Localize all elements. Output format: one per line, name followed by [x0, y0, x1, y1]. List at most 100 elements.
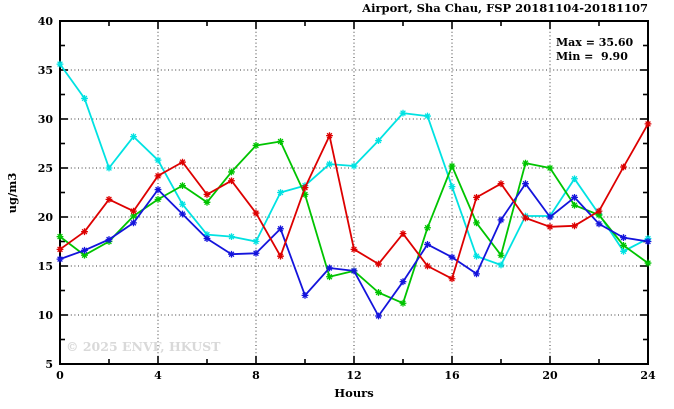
- data-point-marker: [375, 137, 382, 144]
- min-value-label: Min = 9.90: [556, 50, 628, 63]
- data-point-marker: [81, 251, 88, 259]
- y-axis-label: ug/m3: [5, 173, 19, 214]
- red-series: [56, 120, 652, 283]
- data-point-marker: [595, 220, 603, 228]
- data-point-marker: [179, 200, 186, 208]
- data-point-marker: [277, 225, 284, 233]
- data-point-marker: [130, 207, 137, 215]
- data-point-marker: [56, 233, 64, 240]
- series-layer: [56, 60, 652, 320]
- data-point-marker: [228, 177, 235, 185]
- data-point-marker: [252, 249, 260, 257]
- data-point-marker: [81, 95, 88, 102]
- data-point-marker: [375, 289, 382, 296]
- data-point-marker: [473, 219, 480, 227]
- data-point-marker: [154, 195, 162, 203]
- data-point-marker: [277, 252, 284, 260]
- data-point-marker: [546, 164, 554, 172]
- data-point-marker: [448, 183, 456, 191]
- data-point-marker: [497, 261, 505, 269]
- data-point-marker: [644, 120, 652, 128]
- blue-series: [56, 180, 652, 320]
- data-point-marker: [595, 207, 603, 215]
- data-point-marker: [350, 245, 358, 253]
- x-tick-label: 12: [346, 369, 361, 382]
- data-point-marker: [644, 259, 652, 267]
- data-point-marker: [56, 255, 64, 263]
- data-point-marker: [105, 236, 113, 243]
- data-point-marker: [56, 60, 64, 68]
- data-point-marker: [399, 299, 407, 307]
- y-tick-label: 10: [38, 309, 54, 322]
- data-point-marker: [424, 262, 431, 270]
- data-point-marker: [203, 231, 211, 239]
- data-point-marker: [620, 242, 627, 249]
- chart-title: Airport, Sha Chau, FSP 20181104-20181107: [361, 1, 648, 15]
- data-point-marker: [571, 201, 578, 209]
- data-point-marker: [522, 180, 529, 188]
- data-point-marker: [424, 112, 431, 120]
- data-point-marker: [154, 186, 162, 193]
- data-point-marker: [375, 312, 382, 320]
- data-point-marker: [203, 235, 211, 242]
- x-tick-label: 16: [444, 369, 460, 382]
- data-point-marker: [448, 162, 456, 170]
- y-tick-label: 40: [38, 15, 54, 28]
- data-point-marker: [399, 109, 407, 117]
- data-point-marker: [228, 250, 235, 258]
- data-point-marker: [130, 212, 137, 220]
- data-point-marker: [424, 241, 431, 248]
- data-point-marker: [350, 162, 358, 170]
- data-point-marker: [252, 209, 260, 217]
- data-point-marker: [620, 163, 627, 171]
- data-point-marker: [644, 238, 652, 245]
- x-tick-label: 20: [542, 369, 558, 382]
- data-point-marker: [105, 164, 113, 172]
- data-point-marker: [277, 138, 284, 145]
- data-point-marker: [399, 278, 407, 286]
- data-point-marker: [301, 292, 309, 299]
- data-point-marker: [301, 184, 309, 191]
- data-point-marker: [326, 264, 333, 272]
- data-point-marker: [56, 245, 64, 253]
- data-point-marker: [179, 182, 186, 190]
- data-point-marker: [154, 156, 162, 164]
- data-point-marker: [252, 142, 260, 149]
- x-axis-label: Hours: [334, 386, 373, 400]
- watermark: © 2025 ENVF, HKUST: [66, 339, 221, 354]
- data-point-marker: [522, 159, 529, 167]
- data-point-marker: [448, 253, 456, 261]
- data-point-marker: [154, 172, 162, 180]
- data-point-marker: [326, 132, 333, 140]
- data-point-marker: [130, 219, 137, 227]
- data-point-marker: [497, 180, 505, 188]
- data-point-marker: [326, 273, 333, 281]
- data-point-marker: [522, 214, 529, 222]
- data-point-marker: [620, 234, 627, 241]
- plot-border: [59, 20, 649, 365]
- data-point-marker: [620, 247, 627, 255]
- data-point-marker: [497, 251, 505, 259]
- y-tick-label: 5: [45, 358, 53, 371]
- data-point-marker: [571, 175, 578, 183]
- axis-tick-labels: 0 4 8 12 16 20 24 5 10 15 20 25 30 35 40: [38, 15, 656, 382]
- data-point-marker: [81, 228, 88, 236]
- data-point-marker: [277, 189, 284, 196]
- data-point-marker: [399, 230, 407, 238]
- y-tick-label: 30: [38, 113, 54, 126]
- data-point-marker: [81, 246, 88, 254]
- data-point-marker: [473, 194, 480, 201]
- data-point-marker: [179, 158, 186, 166]
- data-point-marker: [228, 168, 235, 176]
- data-point-marker: [473, 252, 480, 260]
- x-tick-label: 24: [640, 369, 656, 382]
- data-point-marker: [571, 194, 578, 201]
- x-tick-label: 0: [56, 369, 64, 382]
- data-point-marker: [473, 270, 480, 278]
- data-point-marker: [546, 213, 554, 221]
- data-point-marker: [203, 191, 211, 198]
- data-point-marker: [571, 222, 578, 230]
- data-point-marker: [203, 198, 211, 206]
